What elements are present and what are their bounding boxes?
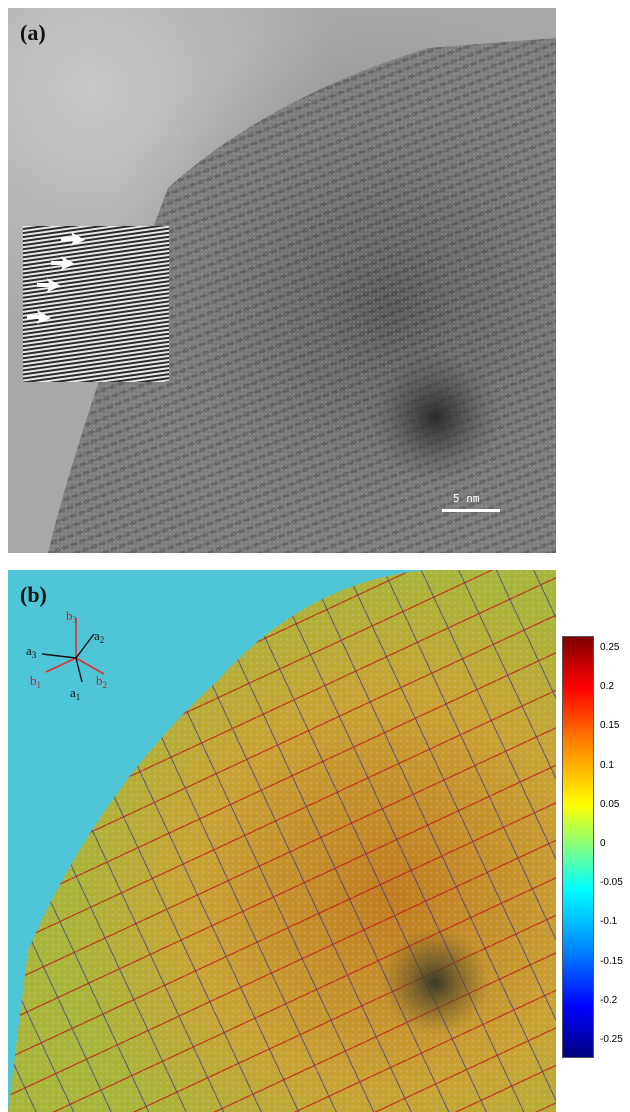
b1-label: b1: [30, 673, 41, 690]
strain-map-panel-b: (b) b3 a2 a3 b1 b2 a1: [8, 570, 556, 1112]
colorbar-tick-label: -0.15: [600, 955, 623, 967]
colorbar-tick-label: 0: [600, 838, 606, 849]
fringe-inset: [23, 226, 169, 382]
colorbar-tick-label: 0.05: [600, 798, 620, 810]
colorbar-tick-label: 0.1: [600, 759, 614, 771]
scale-bar-label: 5 nm: [453, 492, 480, 505]
colorbar: [562, 636, 594, 1058]
colorbar-tick-label: 0.2: [600, 681, 614, 693]
arrow-markers: [27, 232, 85, 324]
lattice-vector-diagram: [41, 618, 105, 683]
tem-image: [8, 8, 556, 553]
strain-map: [8, 570, 556, 1112]
a3-label: a3: [26, 643, 37, 660]
colorbar-tick-label: 0.25: [600, 642, 620, 653]
colorbar-tick-label: -0.2: [600, 994, 618, 1006]
b3-label: b3: [66, 608, 77, 625]
tem-image-panel-a: (a) 5 nm: [8, 8, 556, 553]
colorbar-tick-label: 0.15: [600, 720, 620, 732]
a1-label: a1: [70, 685, 81, 702]
colorbar-tick-label: -0.1: [600, 916, 618, 928]
panel-a-label: (a): [20, 20, 46, 45]
colorbar-tick-label: -0.05: [600, 877, 623, 889]
scale-bar: [442, 509, 500, 512]
panel-b-label: (b): [20, 582, 47, 607]
colorbar-tick-label: -0.25: [600, 1034, 623, 1045]
a2-label: a2: [94, 628, 105, 645]
b2-label: b2: [96, 673, 107, 690]
